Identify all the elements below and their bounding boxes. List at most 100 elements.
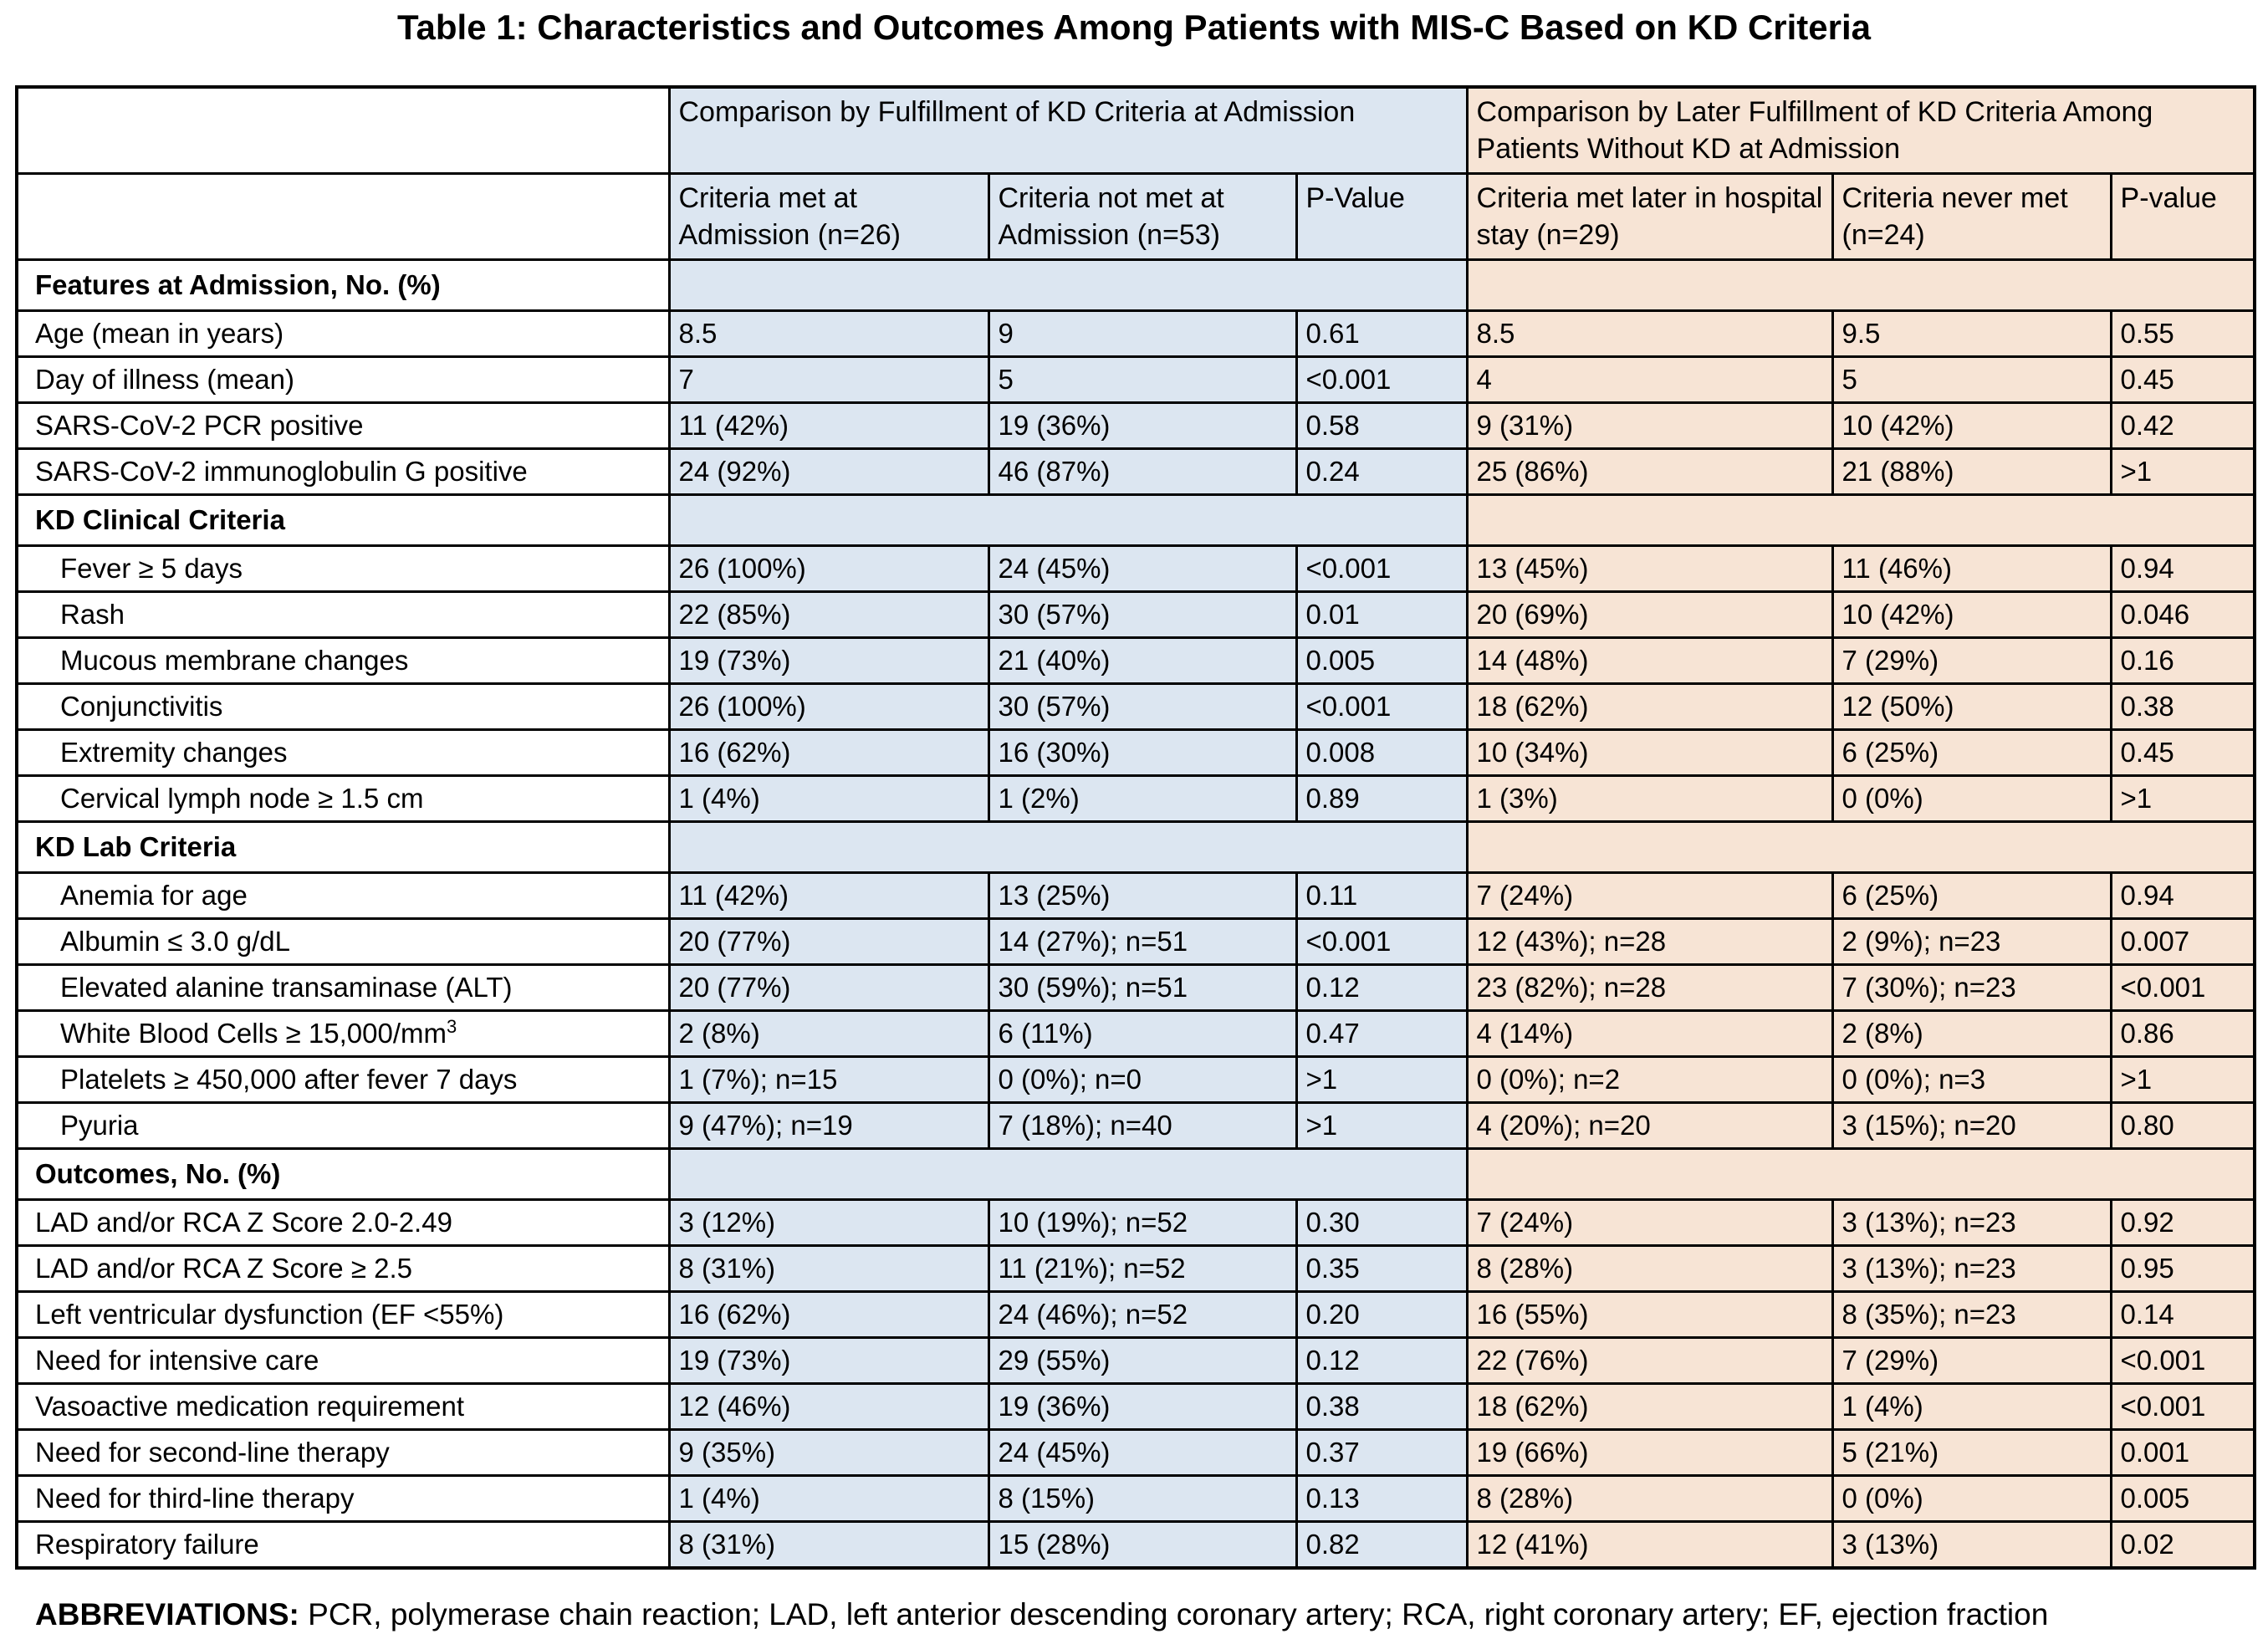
data-cell: 0 (0%) <box>1831 1474 2112 1524</box>
pvalue-cell: 0.20 <box>1295 1290 1469 1340</box>
data-cell: 3 (13%) <box>1831 1520 2112 1570</box>
row-label-cell: Need for intensive care <box>15 1336 671 1386</box>
data-cell: 5 <box>987 355 1298 405</box>
pvalue-cell: <0.001 <box>1295 355 1469 405</box>
pvalue-cell: <0.001 <box>2109 1382 2256 1432</box>
pvalue-cell: 0.24 <box>1295 447 1469 497</box>
data-cell: 23 (82%); n=28 <box>1465 963 1834 1013</box>
pvalue-cell: 0.30 <box>1295 1198 1469 1248</box>
pvalue-cell: <0.001 <box>1295 544 1469 594</box>
row-label-superscript: 3 <box>446 1016 457 1038</box>
row-label-cell: Day of illness (mean) <box>15 355 671 405</box>
row-label-cell: Mucous membrane changes <box>15 636 671 686</box>
data-cell: 8.5 <box>667 309 990 359</box>
pvalue-cell: 0.94 <box>2109 544 2256 594</box>
data-cell: 2 (9%); n=23 <box>1831 917 2112 967</box>
pvalue-cell: >1 <box>2109 774 2256 824</box>
table-row: Elevated alanine transaminase (ALT) 20 (7… <box>15 963 2256 1013</box>
data-cell: 2 (8%) <box>1831 1009 2112 1059</box>
data-cell: 7 (24%) <box>1465 871 1834 921</box>
data-cell: 7 (29%) <box>1831 636 2112 686</box>
data-cell: 8.5 <box>1465 309 1834 359</box>
data-cell: 30 (59%); n=51 <box>987 963 1298 1013</box>
pvalue-cell: 0.001 <box>2109 1428 2256 1478</box>
row-label-cell: Elevated alanine transaminase (ALT) <box>15 963 671 1013</box>
pvalue-cell: >1 <box>2109 1055 2256 1105</box>
table-body: Features at Admission, No. (%) Age (mean … <box>15 258 2256 1570</box>
table-row: SARS-CoV-2 PCR positive 11 (42%) 19 (36%) 0… <box>15 401 2256 451</box>
pvalue-cell: 0.13 <box>1295 1474 1469 1524</box>
abbreviations-text: PCR, polymerase chain reaction; LAD, lef… <box>308 1597 2049 1632</box>
column-header-criteria-met: Criteria met at Admission (n=26) <box>667 172 990 262</box>
table-row: Need for third-line therapy 1 (4%) 8 (15%)… <box>15 1474 2256 1524</box>
data-cell: 20 (77%) <box>667 917 990 967</box>
data-cell: 10 (42%) <box>1831 401 2112 451</box>
pvalue-cell: 0.38 <box>1295 1382 1469 1432</box>
data-cell: 1 (4%) <box>1831 1382 2112 1432</box>
pvalue-cell: <0.001 <box>2109 963 2256 1013</box>
data-cell: 21 (40%) <box>987 636 1298 686</box>
pvalue-cell: 0.005 <box>1295 636 1469 686</box>
column-header-criteria-never-met: Criteria never met (n=24) <box>1831 172 2112 262</box>
section-row: KD Lab Criteria <box>15 820 2256 875</box>
data-cell: 12 (43%); n=28 <box>1465 917 1834 967</box>
data-cell: 10 (34%) <box>1465 728 1834 778</box>
data-cell: 5 <box>1831 355 2112 405</box>
pvalue-cell: 0.046 <box>2109 590 2256 640</box>
section-row: KD Clinical Criteria <box>15 493 2256 548</box>
column-header-pvalue-left: P-Value <box>1295 172 1469 262</box>
data-cell: 3 (13%); n=23 <box>1831 1244 2112 1294</box>
column-header-row: Criteria met at Admission (n=26) Criteri… <box>15 172 2256 262</box>
abbreviations: ABBREVIATIONS: PCR, polymerase chain rea… <box>35 1596 2268 1633</box>
data-cell: 1 (3%) <box>1465 774 1834 824</box>
table-row: White Blood Cells ≥ 15,000/mm3 2 (8%) 6 (1… <box>15 1009 2256 1059</box>
table-row: Need for intensive care 19 (73%) 29 (55%) 0… <box>15 1336 2256 1386</box>
data-cell: 8 (31%) <box>667 1520 990 1570</box>
data-cell: 11 (46%) <box>1831 544 2112 594</box>
data-cell: 18 (62%) <box>1465 682 1834 732</box>
data-cell: 30 (57%) <box>987 590 1298 640</box>
data-cell: 29 (55%) <box>987 1336 1298 1386</box>
data-cell: 24 (92%) <box>667 447 990 497</box>
data-cell: 10 (42%) <box>1831 590 2112 640</box>
data-cell: 25 (86%) <box>1465 447 1834 497</box>
data-cell: 26 (100%) <box>667 544 990 594</box>
data-cell: 11 (21%); n=52 <box>987 1244 1298 1294</box>
pvalue-cell: <0.001 <box>2109 1336 2256 1386</box>
row-label-cell: LAD and/or RCA Z Score ≥ 2.5 <box>15 1244 671 1294</box>
pvalue-cell: 0.42 <box>2109 401 2256 451</box>
section-title-cell: Features at Admission, No. (%) <box>15 258 671 313</box>
data-cell: 4 (20%); n=20 <box>1465 1101 1834 1151</box>
table-row: Vasoactive medication requirement 12 (46%… <box>15 1382 2256 1432</box>
row-label-cell: Extremity changes <box>15 728 671 778</box>
data-cell: 0 (0%) <box>1831 774 2112 824</box>
data-cell: 3 (13%); n=23 <box>1831 1198 2112 1248</box>
data-cell: 7 (30%); n=23 <box>1831 963 2112 1013</box>
section-spacer-blue <box>667 258 1469 313</box>
data-cell: 13 (25%) <box>987 871 1298 921</box>
row-label-cell: Respiratory failure <box>15 1520 671 1570</box>
group-header-later-fulfillment: Comparison by Later Fulfillment of KD Cr… <box>1465 85 2256 176</box>
section-title-cell: KD Lab Criteria <box>15 820 671 875</box>
table-row: Day of illness (mean) 7 5 <0.001 4 5 0.45 <box>15 355 2256 405</box>
pvalue-cell: 0.005 <box>2109 1474 2256 1524</box>
section-spacer-orange <box>1465 1147 2256 1202</box>
pvalue-cell: 0.82 <box>1295 1520 1469 1570</box>
pvalue-cell: 0.12 <box>1295 1336 1469 1386</box>
pvalue-cell: 0.45 <box>2109 355 2256 405</box>
data-cell: 6 (25%) <box>1831 728 2112 778</box>
table-row: Anemia for age 11 (42%) 13 (25%) 0.11 7 (24%… <box>15 871 2256 921</box>
data-cell: 30 (57%) <box>987 682 1298 732</box>
data-cell: 24 (45%) <box>987 1428 1298 1478</box>
data-cell: 20 (77%) <box>667 963 990 1013</box>
data-cell: 9 <box>987 309 1298 359</box>
section-title-cell: KD Clinical Criteria <box>15 493 671 548</box>
pvalue-cell: 0.02 <box>2109 1520 2256 1570</box>
data-cell: 7 (29%) <box>1831 1336 2112 1386</box>
data-cell: 19 (73%) <box>667 636 990 686</box>
section-row: Features at Admission, No. (%) <box>15 258 2256 313</box>
pvalue-cell: 0.55 <box>2109 309 2256 359</box>
pvalue-cell: 0.35 <box>1295 1244 1469 1294</box>
table-row: LAD and/or RCA Z Score 2.0-2.49 3 (12%) 10… <box>15 1198 2256 1248</box>
data-cell: 16 (55%) <box>1465 1290 1834 1340</box>
